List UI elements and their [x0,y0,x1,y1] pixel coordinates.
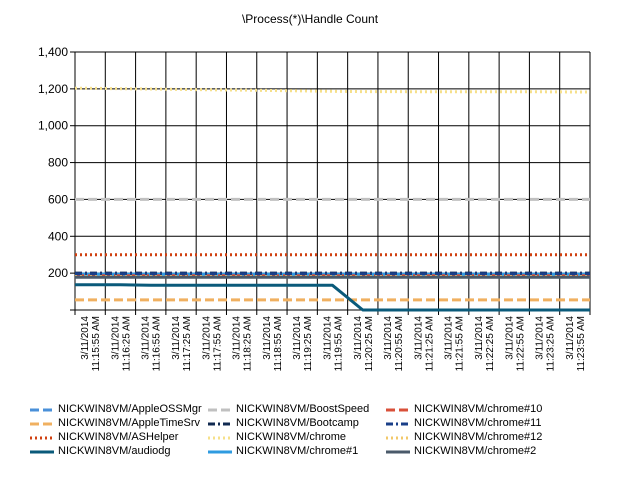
x-tick-label: 3/11/201411:20:25 AM [353,316,375,372]
svg-text:3/11/201411:19:25 AM: 3/11/201411:19:25 AM [292,316,314,372]
x-tick-label: 3/11/201411:19:25 AM [292,316,314,372]
svg-text:3/11/201411:22:55 AM: 3/11/201411:22:55 AM [504,316,526,372]
gridlines [74,51,591,315]
x-tick-label: 3/11/201411:17:25 AM [171,316,193,372]
y-axis-tick-labels: 200 400 600 800 1,000 1,200 1,400 [38,45,68,280]
svg-text:3/11/201411:22:25 AM: 3/11/201411:22:25 AM [474,316,496,372]
chart-title: \Process(*)\Handle Count [241,12,379,26]
series-lines [75,86,590,312]
x-axis-tick-labels: 3/11/201411:15:55 AM 3/11/201411:16:25 AM… [80,316,587,372]
x-tick-label: 3/11/201411:17:55 AM [201,316,223,372]
legend-swatch [208,436,232,440]
svg-text:3/11/201411:18:25 AM: 3/11/201411:18:25 AM [232,316,254,372]
x-tick-label: 3/11/201411:23:25 AM [535,316,557,372]
svg-text:3/11/201411:17:25 AM: 3/11/201411:17:25 AM [171,316,193,372]
svg-text:3/11/201411:18:55 AM: 3/11/201411:18:55 AM [262,316,284,372]
legend-label: NICKWIN8VM/chrome#12 [414,431,543,443]
chart-plot: 200 400 600 800 1,000 1,200 1,400 3/11/201411:… [38,45,591,372]
legend-label: NICKWIN8VM/chrome [236,431,347,443]
legend-swatch [30,450,54,454]
x-tick-label: 3/11/201411:15:55 AM [80,316,102,372]
legend-label: NICKWIN8VM/ASHelper [58,431,179,443]
legend-swatch [386,422,410,426]
legend-swatch [30,436,54,440]
legend-swatch [208,422,232,426]
x-tick-label: 3/11/201411:20:55 AM [383,316,405,372]
y-tick-label: 400 [48,229,68,243]
x-tick-label: 3/11/201411:18:55 AM [262,316,284,372]
legend-label: NICKWIN8VM/chrome#10 [414,403,543,415]
svg-text:3/11/201411:23:25 AM: 3/11/201411:23:25 AM [535,316,557,372]
x-tick-label: 3/11/201411:16:55 AM [141,316,163,372]
series-line-nickwin8vm-chrome [75,86,590,94]
legend-label: NICKWIN8VM/Bootcamp [236,417,359,429]
y-tick-label: 1,400 [38,45,68,59]
x-tick-label: 3/11/201411:21:55 AM [444,316,466,372]
x-tick-label: 3/11/201411:18:25 AM [232,316,254,372]
svg-text:3/11/201411:21:25 AM: 3/11/201411:21:25 AM [413,316,435,372]
legend-label: NICKWIN8VM/chrome#2 [414,445,537,457]
legend-swatch [208,408,232,412]
x-tick-label: 3/11/201411:23:55 AM [565,316,587,372]
y-tick-label: 1,200 [38,82,68,96]
y-tick-label: 200 [48,266,68,280]
legend-swatch [386,408,410,412]
legend-label: NICKWIN8VM/chrome#11 [414,417,542,429]
x-tick-label: 3/11/201411:19:55 AM [323,316,345,372]
legend-swatch [386,450,410,454]
legend-label: NICKWIN8VM/AppleTimeSrv [58,417,201,429]
x-tick-label: 3/11/201411:16:25 AM [110,316,132,372]
svg-text:3/11/201411:16:25 AM: 3/11/201411:16:25 AM [110,316,132,372]
legend-label: NICKWIN8VM/audiodg [58,445,171,457]
y-tick-label: 800 [48,156,68,170]
svg-text:3/11/201411:20:55 AM: 3/11/201411:20:55 AM [383,316,405,372]
svg-text:3/11/201411:17:55 AM: 3/11/201411:17:55 AM [201,316,223,372]
svg-text:3/11/201411:19:55 AM: 3/11/201411:19:55 AM [323,316,345,372]
svg-text:3/11/201411:21:55 AM: 3/11/201411:21:55 AM [444,316,466,372]
x-tick-label: 3/11/201411:22:25 AM [474,316,496,372]
x-tick-label: 3/11/201411:21:25 AM [413,316,435,372]
svg-text:3/11/201411:23:55 AM: 3/11/201411:23:55 AM [565,316,587,372]
svg-text:3/11/201411:20:25 AM: 3/11/201411:20:25 AM [353,316,375,372]
legend-swatch [386,436,410,440]
legend-label: NICKWIN8VM/BoostSpeed [236,403,370,415]
x-tick-label: 3/11/201411:22:55 AM [504,316,526,372]
legend-swatch [30,408,54,412]
legend-label: NICKWIN8VM/chrome#1 [236,445,359,457]
legend-swatch [208,450,232,454]
svg-text:3/11/201411:15:55 AM: 3/11/201411:15:55 AM [80,316,102,372]
legend-swatch [30,422,54,426]
y-tick-label: 600 [48,192,68,206]
y-tick-label: 1,000 [38,119,68,133]
series-line-nickwin8vm-audiodg [75,283,590,312]
legend-label: NICKWIN8VM/AppleOSSMgr [58,403,202,415]
svg-text:3/11/201411:16:55 AM: 3/11/201411:16:55 AM [141,316,163,372]
